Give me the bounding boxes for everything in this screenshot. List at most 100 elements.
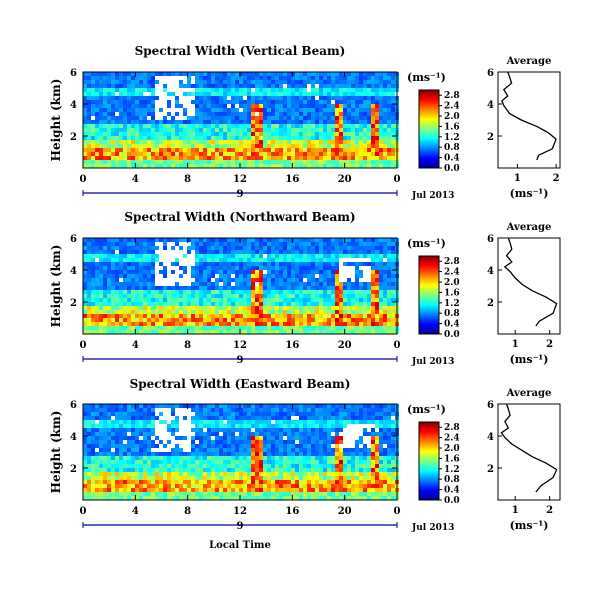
heatmap-cell — [275, 112, 279, 116]
heatmap-cell — [175, 144, 179, 148]
heatmap-cell — [123, 274, 127, 278]
heatmap-cell — [99, 444, 103, 448]
heatmap-cell — [83, 266, 87, 270]
heatmap-cell — [95, 428, 99, 432]
heatmap-cell — [347, 314, 351, 318]
heatmap-cell — [163, 108, 167, 112]
heatmap-cell — [95, 100, 99, 104]
heatmap-cell — [279, 258, 283, 262]
heatmap-cell — [327, 274, 331, 278]
heatmap-cell — [163, 412, 167, 416]
heatmap-cell — [111, 404, 115, 408]
heatmap-cell — [83, 318, 87, 322]
heatmap-cell — [231, 314, 235, 318]
heatmap-cell — [239, 242, 243, 246]
heatmap-cell — [327, 148, 331, 152]
heatmap-cell — [115, 440, 119, 444]
heatmap-cell — [175, 408, 179, 412]
heatmap-cell — [391, 104, 395, 108]
heatmap-cell — [363, 120, 367, 124]
heatmap-cell — [223, 278, 227, 282]
heatmap-cell — [267, 136, 271, 140]
heatmap-cell — [167, 472, 171, 476]
heatmap-cell — [323, 302, 327, 306]
heatmap-cell — [143, 108, 147, 112]
heatmap-cell — [127, 322, 131, 326]
heatmap-cell — [283, 140, 287, 144]
heatmap-cell — [203, 448, 207, 452]
heatmap-cell — [187, 492, 191, 496]
heatmap-cell — [163, 432, 167, 436]
heatmap-cell — [327, 322, 331, 326]
heatmap-cell — [343, 250, 347, 254]
heatmap-cell — [207, 298, 211, 302]
heatmap-cell — [379, 144, 383, 148]
heatmap-cell — [155, 456, 159, 460]
heatmap-cell — [163, 492, 167, 496]
heatmap-cell — [367, 128, 371, 132]
heatmap-cell — [267, 294, 271, 298]
heatmap-cell — [83, 468, 87, 472]
heatmap-cell — [159, 140, 163, 144]
heatmap-cell — [319, 310, 323, 314]
heatmap-cell — [107, 428, 111, 432]
heatmap-cell — [391, 282, 395, 286]
heatmap-cell — [351, 116, 355, 120]
heatmap-cell — [87, 250, 91, 254]
heatmap-cell — [275, 80, 279, 84]
colorbar-tick-label: 2.0 — [444, 112, 460, 122]
heatmap-cell — [203, 152, 207, 156]
heatmap-cell — [211, 132, 215, 136]
heatmap-cell — [371, 254, 375, 258]
heatmap-cell — [239, 266, 243, 270]
heatmap-cell — [271, 298, 275, 302]
heatmap-cell — [235, 468, 239, 472]
heatmap-cell — [387, 262, 391, 266]
heatmap-cell — [211, 290, 215, 294]
heatmap-cell — [219, 476, 223, 480]
heatmap-cell — [343, 88, 347, 92]
heatmap-cell — [251, 100, 255, 104]
heatmap-cell — [251, 246, 255, 250]
heatmap-cell — [267, 278, 271, 282]
heatmap-cell — [391, 160, 395, 164]
heatmap-cell — [183, 266, 187, 270]
heatmap-cell — [187, 416, 191, 420]
heatmap-cell — [151, 310, 155, 314]
heatmap-cell — [323, 128, 327, 132]
heatmap-cell — [223, 152, 227, 156]
heatmap-cell — [167, 444, 171, 448]
heatmap-cell — [87, 72, 91, 76]
heatmap-cell — [323, 266, 327, 270]
heatmap-cell — [335, 318, 339, 322]
heatmap-cell — [111, 302, 115, 306]
heatmap-cell — [391, 322, 395, 326]
heatmap-cell — [359, 282, 363, 286]
heatmap-cell — [327, 262, 331, 266]
heatmap-cell — [115, 420, 119, 424]
heatmap-cell — [275, 322, 279, 326]
heatmap-cell — [179, 250, 183, 254]
heatmap-cell — [307, 128, 311, 132]
heatmap-cell — [247, 404, 251, 408]
heatmap-cell — [219, 246, 223, 250]
heatmap-cell — [111, 92, 115, 96]
heatmap-cell — [99, 448, 103, 452]
heatmap-cell — [183, 468, 187, 472]
heatmap-cell — [203, 310, 207, 314]
heatmap-cell — [383, 310, 387, 314]
heatmap-cell — [195, 242, 199, 246]
heatmap-cell — [251, 242, 255, 246]
heatmap-cell — [351, 306, 355, 310]
heatmap-cell — [307, 270, 311, 274]
colorbar-tick-label: 2.0 — [444, 278, 460, 288]
heatmap-cell — [219, 310, 223, 314]
heatmap-cell — [83, 132, 87, 136]
heatmap-cell — [131, 132, 135, 136]
heatmap-cell — [219, 302, 223, 306]
heatmap-cell — [107, 318, 111, 322]
heatmap-cell — [183, 488, 187, 492]
heatmap-cell — [167, 76, 171, 80]
heatmap-cell — [311, 136, 315, 140]
heatmap-cell — [103, 242, 107, 246]
